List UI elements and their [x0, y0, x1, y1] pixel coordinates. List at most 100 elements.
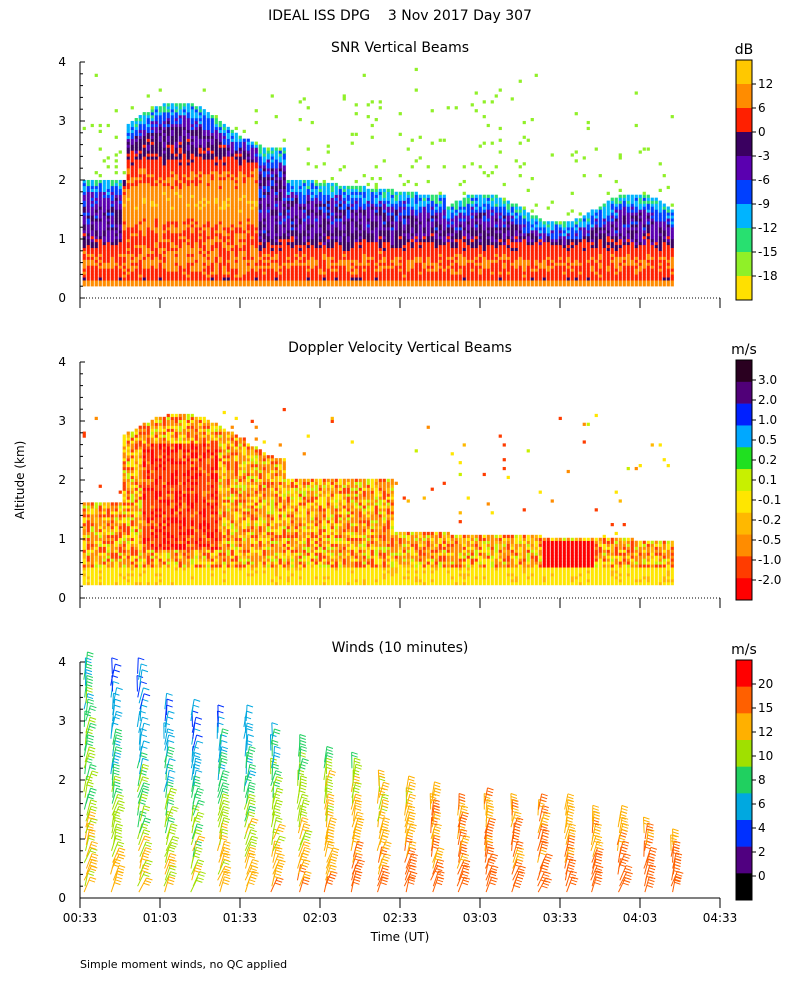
snr-cell [282, 215, 286, 219]
snr-cell [446, 233, 450, 237]
snr-cell [206, 212, 210, 216]
snr-cell [214, 115, 218, 119]
snr-cell [234, 244, 238, 249]
snr-cell [458, 233, 462, 237]
snr-cell [406, 236, 410, 240]
snr-cell [202, 209, 206, 213]
snr-cell [90, 206, 94, 210]
snr-cell [566, 259, 570, 263]
snr-cell [270, 147, 274, 151]
snr-cell [182, 247, 186, 251]
snr-cell [122, 280, 126, 284]
snr-cell [222, 123, 226, 128]
snr-cell [538, 236, 542, 240]
snr-cell [154, 283, 158, 287]
snr-cell [258, 177, 262, 181]
snr-cell [438, 250, 442, 254]
snr-cell [386, 188, 390, 192]
snr-cell [278, 209, 282, 213]
snr-cell [526, 224, 530, 228]
snr-cell [150, 221, 154, 225]
snr-cell [442, 244, 446, 249]
snr-cell [454, 236, 458, 240]
snr-cell [246, 147, 250, 151]
snr-cell [254, 200, 258, 204]
snr-cell [206, 147, 210, 151]
snr-cell [334, 283, 338, 287]
snr-cell [242, 174, 246, 178]
snr-cell [370, 238, 374, 243]
snr-cell [146, 185, 150, 190]
snr-cell [146, 262, 150, 266]
snr-cell [514, 224, 518, 228]
snr-cell [390, 209, 394, 213]
snr-cell [490, 265, 494, 269]
snr-cell [110, 241, 114, 246]
snr-cell [302, 247, 306, 251]
snr-cell [86, 259, 90, 263]
snr-cell [198, 150, 202, 154]
snr-cell [138, 238, 142, 243]
snr-cell [518, 218, 522, 222]
snr-cell [274, 188, 278, 192]
snr-cell [514, 212, 518, 216]
snr-cell [290, 241, 294, 246]
snr-cell [454, 277, 458, 281]
snr-cell [382, 277, 386, 281]
snr-cell [338, 271, 342, 275]
snr-cell [102, 277, 106, 281]
snr-cell [298, 268, 302, 272]
snr-cell [490, 233, 494, 237]
snr-cell [358, 227, 362, 231]
snr-cell [94, 218, 98, 222]
snr-cell [398, 236, 402, 240]
snr-cell [454, 247, 458, 251]
snr-cell [206, 203, 210, 207]
snr-cell [298, 118, 302, 122]
snr-cell [226, 247, 230, 251]
snr-cell [234, 138, 238, 142]
snr-cell [442, 256, 446, 260]
snr-cell [238, 265, 242, 269]
snr-cell [558, 247, 562, 251]
snr-cell [274, 171, 278, 175]
snr-cell [378, 259, 382, 263]
snr-cell [258, 203, 262, 207]
snr-cell [298, 218, 302, 222]
snr-cell [338, 185, 342, 190]
snr-cell [246, 253, 250, 257]
snr-cell [458, 221, 462, 225]
snr-cell [390, 259, 394, 263]
snr-cell [110, 256, 114, 260]
snr-cell [94, 271, 98, 275]
snr-cell [94, 244, 98, 249]
snr-cell [346, 230, 350, 234]
snr-cell [278, 185, 282, 190]
snr-cell [250, 215, 254, 219]
snr-cell [286, 227, 290, 231]
snr-cell [326, 182, 330, 187]
snr-cell [174, 153, 178, 157]
snr-cell [262, 191, 266, 195]
snr-cell [394, 244, 398, 249]
snr-cell [382, 212, 386, 216]
snr-cell [106, 259, 110, 263]
snr-cell [134, 159, 138, 163]
snr-cell [366, 191, 370, 195]
snr-cell [162, 177, 166, 181]
snr-cell [134, 150, 138, 154]
snr-cell [398, 194, 402, 198]
snr-cell [474, 224, 478, 228]
snr-cell [82, 253, 86, 257]
snr-cell [334, 188, 338, 192]
snr-cell [182, 206, 186, 210]
snr-cell [470, 244, 474, 249]
snr-cell [242, 241, 246, 246]
snr-cell [302, 236, 306, 240]
snr-cell [486, 197, 490, 201]
snr-cell [410, 191, 414, 195]
snr-cell [122, 247, 126, 251]
snr-cell [222, 159, 226, 163]
snr-cell [326, 224, 330, 228]
snr-cell [538, 265, 542, 269]
